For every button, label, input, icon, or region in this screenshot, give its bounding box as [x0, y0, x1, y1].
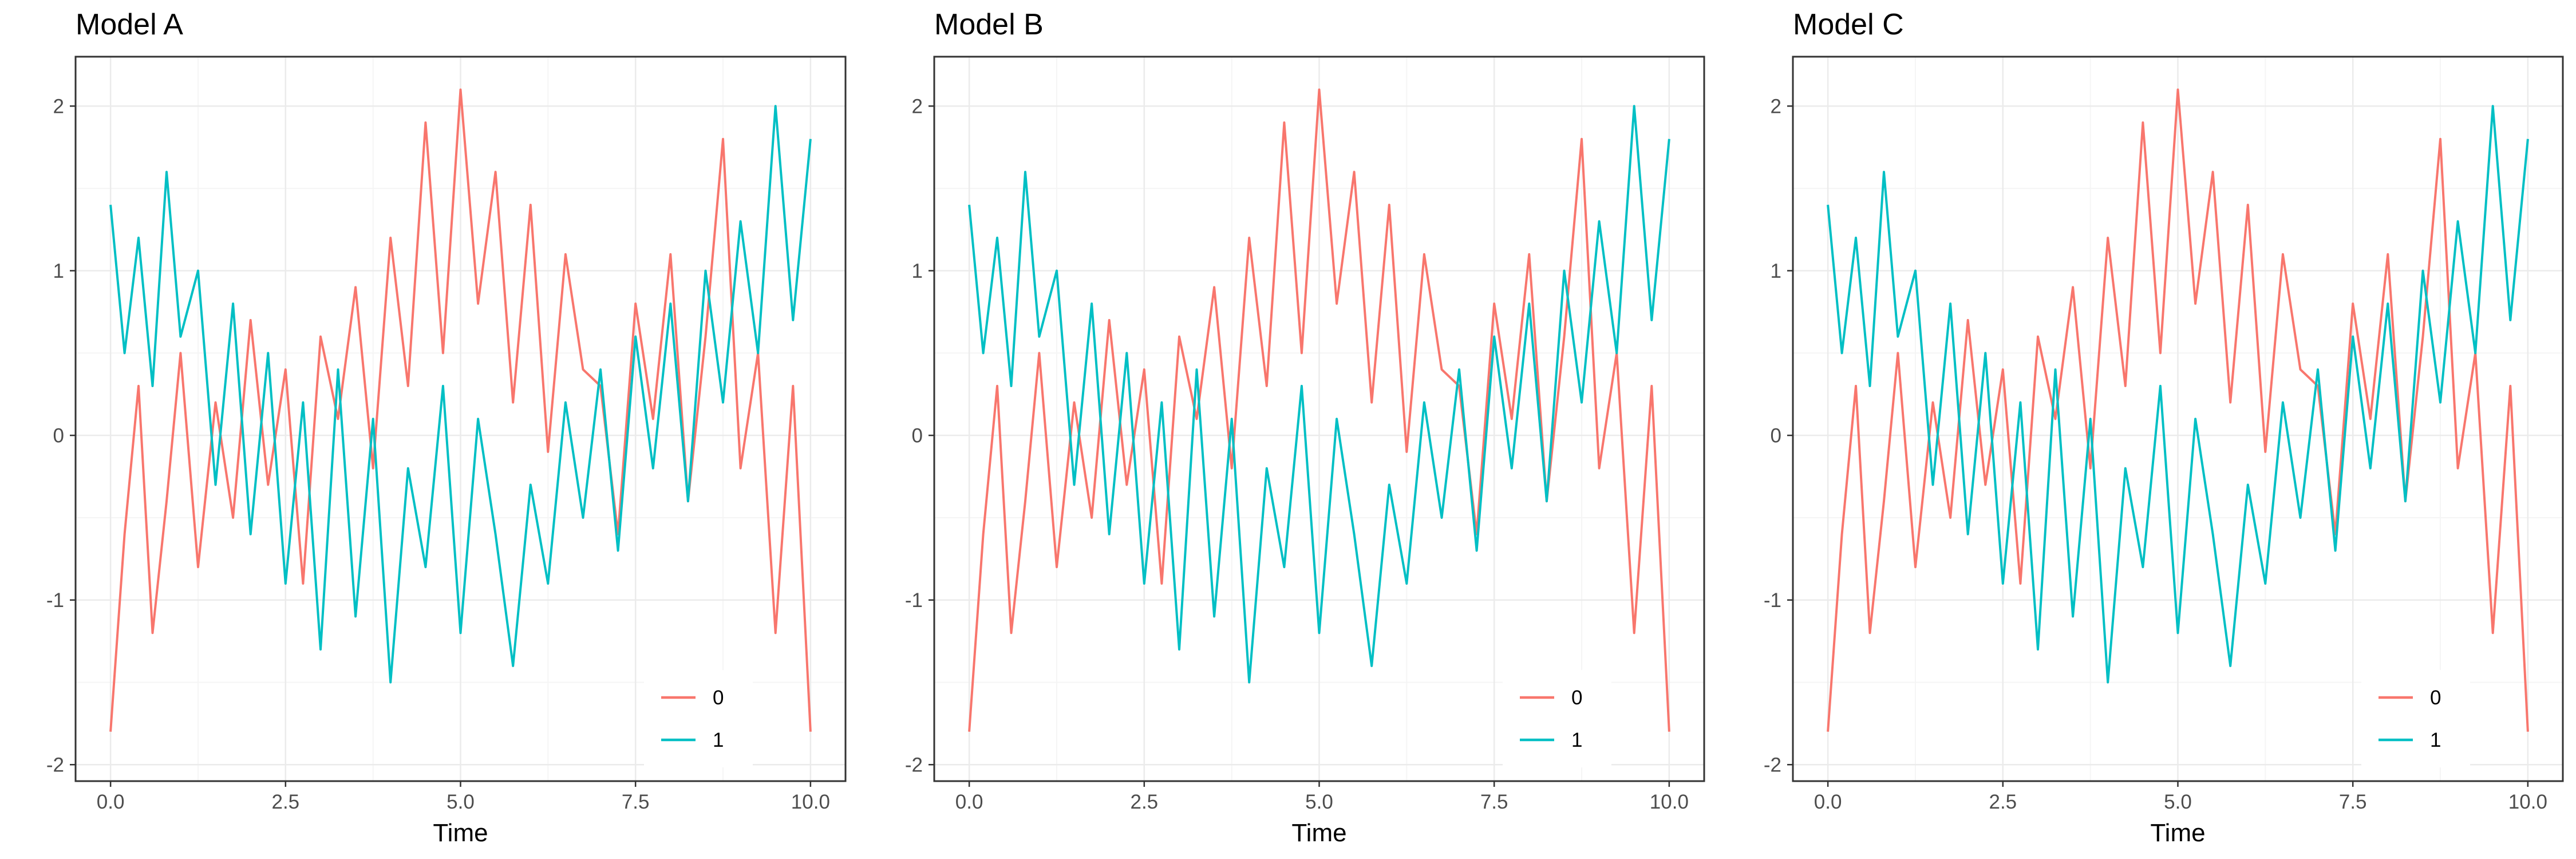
series-layer: [968, 88, 1670, 732]
y-tick-label: -2: [905, 754, 923, 776]
y-axis: -2 -1 0 1 2: [1764, 95, 1793, 776]
x-tick-label: 10.0: [791, 791, 830, 813]
y-tick-label: 2: [912, 95, 923, 117]
x-tick-label: 7.5: [1480, 791, 1508, 813]
x-tick-label: 5.0: [1305, 791, 1333, 813]
x-axis-title: Time: [1291, 819, 1346, 847]
y-tick-label: 1: [1771, 260, 1781, 282]
y-tick-label: 0: [912, 424, 923, 447]
x-tick-label: 2.5: [1130, 791, 1158, 813]
panel-model-a: Model A -2 -1 0 1 2 0.0 2.5 5.0 7.5 10.0 Time 0 …: [46, 8, 847, 847]
y-tick-label: 2: [53, 95, 64, 117]
x-axis-title: Time: [2150, 819, 2205, 847]
panel-title: Model B: [934, 8, 1044, 41]
y-tick-label: -1: [46, 589, 64, 612]
y-tick-label: 0: [1771, 424, 1781, 447]
y-tick-label: 1: [53, 260, 64, 282]
x-tick-label: 0.0: [97, 791, 125, 813]
y-tick-label: -1: [905, 589, 923, 612]
legend-label-series-0: 0: [2430, 687, 2441, 709]
panel-title: Model A: [76, 8, 183, 41]
y-tick-label: -2: [1764, 754, 1781, 776]
series-line-1: [968, 105, 1670, 684]
x-tick-label: 2.5: [1989, 791, 2017, 813]
y-tick-label: -1: [1764, 589, 1781, 612]
x-tick-label: 0.0: [1814, 791, 1842, 813]
y-axis: -2 -1 0 1 2: [905, 95, 934, 776]
x-tick-label: 10.0: [1650, 791, 1689, 813]
x-axis: 0.0 2.5 5.0 7.5 10.0: [955, 781, 1689, 813]
x-tick-label: 0.0: [955, 791, 983, 813]
x-tick-label: 7.5: [622, 791, 650, 813]
legend: 0 1: [1503, 670, 1611, 767]
y-axis: -2 -1 0 1 2: [46, 95, 76, 776]
x-axis-title: Time: [433, 819, 488, 847]
grid: [76, 57, 846, 781]
series-layer: [1827, 88, 2529, 732]
x-axis: 0.0 2.5 5.0 7.5 10.0: [97, 781, 830, 813]
legend: 0 1: [2361, 670, 2470, 767]
legend: 0 1: [644, 670, 753, 767]
y-tick-label: -2: [46, 754, 64, 776]
legend-label-series-1: 1: [713, 729, 724, 751]
legend-background: [2361, 670, 2470, 767]
panel-title: Model C: [1793, 8, 1904, 41]
y-tick-label: 0: [53, 424, 64, 447]
x-tick-label: 5.0: [2164, 791, 2192, 813]
x-tick-label: 10.0: [2508, 791, 2547, 813]
series-line-1: [109, 105, 812, 684]
legend-background: [1503, 670, 1611, 767]
x-tick-label: 7.5: [2339, 791, 2367, 813]
series-line-1: [1827, 105, 2529, 684]
x-axis: 0.0 2.5 5.0 7.5 10.0: [1814, 781, 2547, 813]
x-tick-label: 2.5: [271, 791, 299, 813]
legend-label-series-1: 1: [2430, 729, 2441, 751]
legend-label-series-0: 0: [1571, 687, 1582, 709]
y-tick-label: 2: [1771, 95, 1781, 117]
y-tick-label: 1: [912, 260, 923, 282]
panel-model-c: Model C -2 -1 0 1 2 0.0 2.5 5.0 7.5 10.0 Time 0 …: [1764, 8, 2564, 847]
x-tick-label: 5.0: [447, 791, 475, 813]
legend-label-series-1: 1: [1571, 729, 1582, 751]
legend-label-series-0: 0: [713, 687, 724, 709]
series-layer: [109, 88, 812, 732]
panel-model-b: Model B -2 -1 0 1 2 0.0 2.5 5.0 7.5 10.0 Time 0 …: [905, 8, 1705, 847]
legend-background: [644, 670, 753, 767]
